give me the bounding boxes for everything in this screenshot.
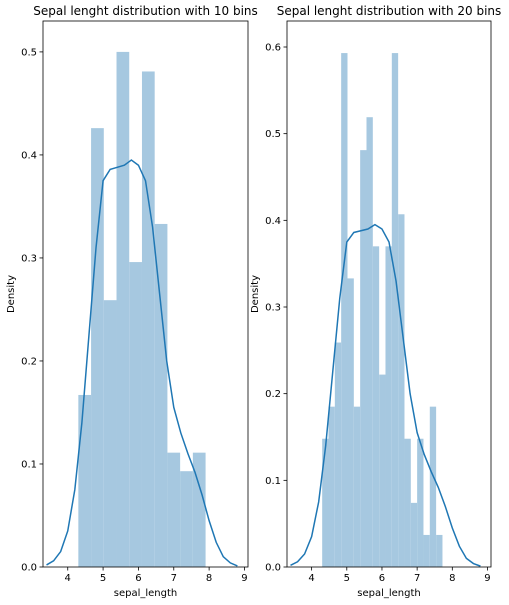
histogram-bar — [91, 128, 104, 567]
histogram-bar — [341, 53, 348, 568]
x-axis-label: sepal_length — [357, 588, 421, 599]
y-tick-label: 0.0 — [21, 563, 37, 574]
x-tick-label: 7 — [414, 573, 420, 584]
histogram-bar — [141, 71, 155, 567]
axes-frame — [42, 20, 249, 568]
histogram-bar — [353, 406, 361, 567]
y-tick-label: 0.1 — [21, 459, 37, 470]
histogram-bar — [192, 452, 206, 567]
kde-line — [290, 223, 481, 567]
histogram-bar — [78, 394, 92, 567]
histogram-bar — [436, 534, 443, 567]
y-tick-label: 0.1 — [265, 476, 281, 487]
y-axis-label: Density — [250, 275, 261, 313]
y-axis-label: Density — [6, 275, 17, 313]
histogram-bar — [116, 51, 130, 568]
histogram-bar — [167, 452, 181, 567]
y-tick-label: 0.6 — [265, 43, 281, 54]
x-tick-label: 7 — [171, 573, 177, 584]
y-tick-label: 0.5 — [265, 129, 281, 140]
x-tick-label: 6 — [135, 573, 141, 584]
histogram-bar — [334, 342, 342, 567]
histogram-bar — [379, 374, 386, 567]
histogram-bar — [322, 438, 329, 567]
x-tick-label: 4 — [65, 573, 71, 584]
y-tick-label: 0.0 — [265, 563, 281, 574]
chart-title: Sepal lenght distribution with 10 bins — [33, 4, 258, 18]
x-axis-label: sepal_length — [114, 588, 178, 599]
y-tick-label: 0.2 — [265, 389, 281, 400]
histogram-bar — [385, 246, 392, 568]
kde-line — [46, 159, 238, 567]
y-tick-label: 0.4 — [21, 150, 37, 161]
x-tick-label: 6 — [379, 573, 385, 584]
x-tick-label: 4 — [308, 573, 314, 584]
axes-frame — [286, 20, 492, 568]
x-tick-label: 8 — [449, 573, 455, 584]
chart-1: 4 5 6 7 8 9 0.0 0.1 0.2 0.3 0.4 0.5 Sepal lenght dis… — [6, 4, 258, 599]
histogram-bar — [347, 278, 354, 567]
y-tick-label: 0.4 — [265, 216, 281, 227]
histogram-bar — [398, 214, 405, 567]
y-tick-label: 0.2 — [21, 356, 37, 367]
histogram-bar — [404, 438, 411, 567]
histogram-bar — [372, 246, 380, 568]
histogram-bar — [328, 406, 335, 567]
y-tick-label: 0.3 — [265, 303, 281, 314]
histogram-bar — [423, 534, 430, 567]
x-tick-label: 9 — [484, 573, 490, 584]
histogram-bar — [129, 262, 142, 567]
y-tick-label: 0.3 — [21, 253, 37, 264]
y-tick-label: 0.5 — [21, 47, 37, 58]
histogram-bar — [180, 471, 193, 567]
chart-title: Sepal lenght distribution with 20 bins — [277, 4, 502, 18]
x-tick-label: 5 — [344, 573, 350, 584]
histogram-bar — [360, 150, 367, 567]
chart-2: 4 5 6 7 8 9 0.0 0.1 0.2 0.3 0.4 0.5 0.6 Sepal lenght … — [250, 4, 501, 599]
histogram-bar — [391, 53, 399, 568]
x-tick-label: 9 — [241, 573, 247, 584]
x-tick-label: 8 — [206, 573, 212, 584]
histogram-bar — [103, 300, 117, 567]
histogram-bar — [410, 502, 418, 567]
histogram-bar — [417, 438, 424, 567]
x-tick-label: 5 — [100, 573, 106, 584]
histogram-bar — [154, 223, 168, 567]
histogram-bar — [429, 406, 437, 567]
histogram-bar — [366, 117, 373, 567]
